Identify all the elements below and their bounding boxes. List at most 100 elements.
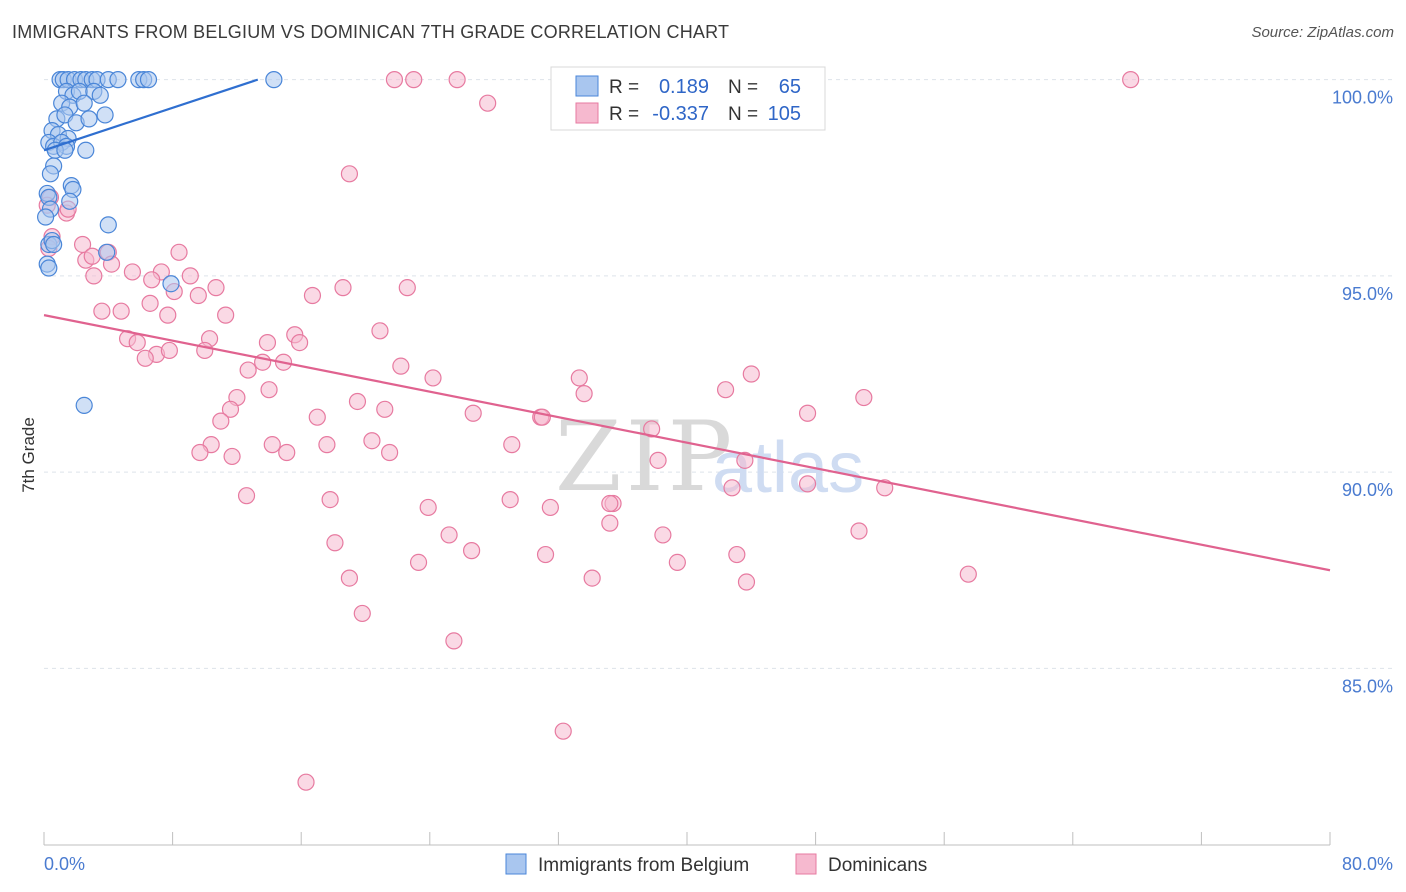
point-dominican-93 <box>440 526 458 544</box>
point-dominican-28 <box>303 286 322 305</box>
point-dominican-99 <box>959 565 977 583</box>
point-dominican-43 <box>160 341 178 360</box>
point-dominican-2 <box>448 71 466 89</box>
point-dominican-33 <box>159 306 177 324</box>
point-belgium-18 <box>91 86 109 104</box>
chart-title: IMMIGRANTS FROM BELGIUM VS DOMINICAN 7TH… <box>12 22 730 42</box>
stats-legend: R = 0.189 N = 65 R = -0.337 N = 105 <box>550 66 826 131</box>
point-dominican-53 <box>260 381 278 399</box>
point-dominican-30 <box>141 294 159 312</box>
point-belgium-45 <box>37 208 55 226</box>
point-dominican-34 <box>217 306 235 324</box>
point-dominican-22 <box>181 267 199 285</box>
point-dominican-25 <box>398 279 416 297</box>
point-dominican-100 <box>583 569 601 587</box>
point-dominican-73 <box>191 443 209 462</box>
point-dominican-98 <box>668 553 686 572</box>
point-dominican-105 <box>554 722 572 740</box>
point-dominican-101 <box>737 573 756 591</box>
point-dominican-38 <box>258 334 277 352</box>
point-belgium-12 <box>139 71 158 89</box>
point-dominican-31 <box>93 302 111 320</box>
point-dominican-56 <box>348 392 367 411</box>
point-dominican-54 <box>575 385 593 403</box>
point-dominican-75 <box>278 443 296 462</box>
bottom-legend-swatch-pink <box>795 853 817 875</box>
point-dominican-4 <box>1122 71 1140 89</box>
point-dominican-17 <box>170 243 188 261</box>
point-dominican-96 <box>728 545 746 564</box>
point-dominican-24 <box>334 279 352 297</box>
point-dominican-76 <box>381 443 399 462</box>
point-dominican-80 <box>798 475 817 493</box>
point-dominican-78 <box>736 451 754 469</box>
trend-line-belgium <box>43 78 259 152</box>
point-dominican-49 <box>239 361 257 379</box>
point-dominican-87 <box>541 498 559 517</box>
point-dominican-60 <box>376 400 394 418</box>
point-dominican-27 <box>207 279 225 297</box>
legend-r-value-1: 0.189 <box>659 76 709 98</box>
point-dominican-61 <box>221 400 240 418</box>
legend-swatch-pink <box>575 102 599 124</box>
point-belgium-52 <box>40 259 58 277</box>
point-dominican-29 <box>189 286 207 305</box>
x-tick-label-min: 0.0% <box>44 854 85 874</box>
legend-n-value-1: 65 <box>779 76 801 98</box>
point-dominican-92 <box>326 534 344 552</box>
point-belgium-36 <box>77 141 95 159</box>
y-axis-title: 7th Grade <box>19 417 38 493</box>
point-dominican-48 <box>392 357 410 375</box>
axes <box>43 832 1331 846</box>
y-tick-label-0: 85.0% <box>1342 676 1393 696</box>
point-dominican-1 <box>405 71 423 89</box>
y-tick-labels: 85.0% 90.0% 95.0% 100.0% <box>1332 88 1393 697</box>
point-dominican-95 <box>536 545 555 564</box>
watermark-zip: ZIP <box>555 401 736 513</box>
point-dominican-5 <box>479 94 497 112</box>
legend-swatch-blue <box>575 75 599 97</box>
point-dominican-72 <box>503 436 521 454</box>
point-belgium-46 <box>99 216 117 234</box>
trend-lines <box>43 78 1331 572</box>
watermark: ZIP atlas <box>555 401 864 513</box>
point-dominican-51 <box>570 369 588 387</box>
point-belgium-54 <box>75 396 93 414</box>
point-belgium-21 <box>75 94 93 112</box>
point-dominican-103 <box>353 604 371 623</box>
bottom-legend-swatch-blue <box>505 853 527 875</box>
legend-r-label-2: R = <box>609 104 639 125</box>
point-dominican-6 <box>340 165 359 183</box>
source-credit: Source: ZipAtlas.com <box>1251 24 1394 41</box>
point-belgium-26 <box>96 106 114 124</box>
y-tick-label-3: 100.0% <box>1332 88 1393 108</box>
legend-r-label-1: R = <box>609 77 639 98</box>
legend-n-value-2: 105 <box>768 103 801 125</box>
point-dominican-70 <box>263 436 281 454</box>
point-dominican-20 <box>85 267 103 285</box>
point-belgium-9 <box>109 71 127 89</box>
bottom-legend-label-dominicans: Dominicans <box>828 855 927 876</box>
point-dominican-86 <box>419 498 437 517</box>
bottom-legend-label-belgium: Immigrants from Belgium <box>538 855 749 876</box>
point-dominican-68 <box>363 432 381 450</box>
point-dominican-74 <box>223 447 241 466</box>
point-dominican-79 <box>723 479 741 497</box>
point-dominican-84 <box>501 491 519 509</box>
point-belgium-53 <box>162 275 180 293</box>
point-dominican-66 <box>643 420 661 438</box>
series-legend: Immigrants from Belgium Dominicans <box>505 853 927 876</box>
point-dominican-90 <box>654 526 672 544</box>
point-dominican-32 <box>112 302 130 320</box>
point-dominican-67 <box>212 412 230 430</box>
point-dominican-52 <box>742 365 760 383</box>
point-dominican-97 <box>409 553 428 572</box>
point-dominican-94 <box>462 542 481 560</box>
point-dominican-62 <box>308 408 326 426</box>
point-dominican-71 <box>318 436 336 454</box>
point-dominican-82 <box>237 487 256 505</box>
watermark-atlas: atlas <box>712 428 864 508</box>
point-belgium-38 <box>41 165 60 183</box>
point-dominican-50 <box>424 369 442 387</box>
